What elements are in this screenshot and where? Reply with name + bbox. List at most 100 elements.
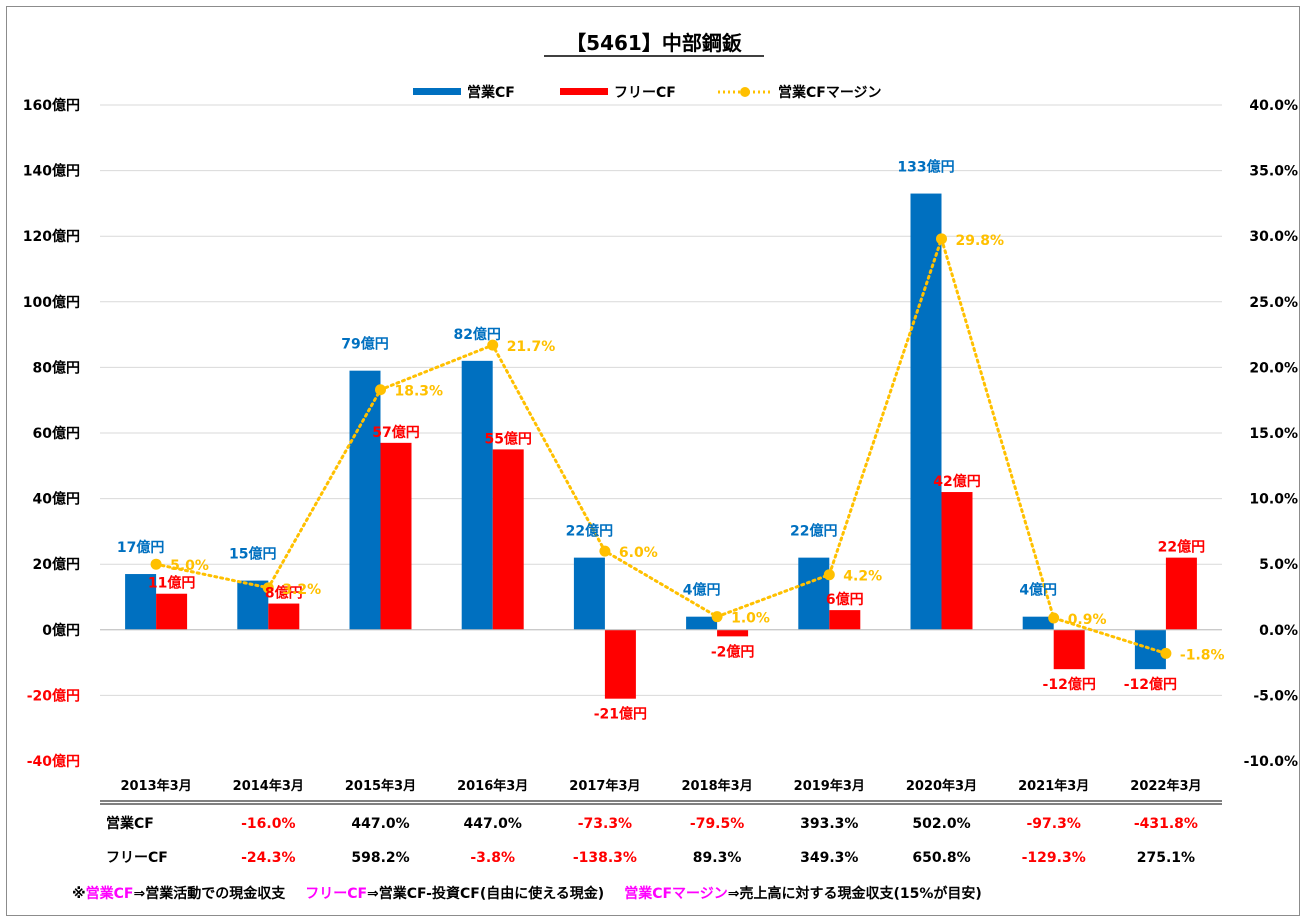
free-cf-data-label: 6億円 [826, 591, 864, 608]
y-left-tick-label: 60億円 [33, 425, 80, 442]
bar-series [100, 193, 1222, 699]
y-axis-left: 160億円 140億円 120億円 100億円 80億円 60億円 40億円 20億円 0億円 -… [23, 97, 80, 770]
op-cf-data-label: 79億円 [341, 336, 388, 353]
free-cf-data-label: 57億円 [372, 424, 419, 441]
y-right-tick-label: -5.0% [1253, 688, 1298, 704]
op-cf-data-label: 133億円 [897, 159, 954, 176]
margin-marker [823, 569, 835, 581]
legend-swatch-free-cf [560, 88, 608, 95]
margin-marker [1160, 647, 1172, 659]
op-cf-bar [573, 557, 605, 630]
free-cf-bar [604, 629, 636, 699]
y-left-tick-label: 80億円 [33, 359, 80, 376]
table-cell: 502.0% [912, 816, 970, 832]
y-right-tick-label: 20.0% [1249, 360, 1298, 376]
op-cf-data-label: 4億円 [683, 582, 721, 599]
legend-swatch-margin-marker [740, 87, 750, 97]
free-cf-bar [492, 449, 524, 630]
op-cf-bar [1022, 616, 1054, 630]
footnote-margin-desc: ⇒売上高に対する現金収支(15%が目安) [728, 885, 982, 902]
gridlines [100, 104, 1222, 696]
y-right-tick-label: 25.0% [1249, 295, 1298, 311]
free-cf-bar [268, 603, 300, 630]
category-label: 2014年3月 [233, 778, 304, 794]
table-cell: -129.3% [1022, 850, 1086, 866]
category-label: 2016年3月 [457, 778, 528, 794]
margin-data-label: 21.7% [507, 339, 556, 355]
margin-marker [150, 558, 162, 570]
y-left-tick-label: 120億円 [23, 228, 80, 245]
footnote-free-desc: ⇒営業CF-投資CF(自由に使える現金) [367, 885, 604, 902]
legend-label-op-cf: 営業CF [467, 84, 515, 101]
free-cf-data-label: 8億円 [265, 585, 303, 602]
category-label: 2021年3月 [1018, 778, 1089, 794]
free-cf-bar [1165, 557, 1197, 630]
x-axis-categories: 2013年3月 2014年3月 2015年3月 2016年3月 2017年3月 2018年… [120, 778, 1201, 794]
free-cf-bar [829, 610, 861, 630]
table-cell: 349.3% [800, 850, 858, 866]
op-cf-bar [1134, 629, 1166, 670]
y-right-tick-label: 30.0% [1249, 229, 1298, 245]
footnote-op-desc: ⇒営業活動での現金収支 [133, 885, 286, 902]
y-left-tick-label: -20億円 [27, 687, 80, 704]
margin-line-series [150, 233, 1172, 659]
free-cf-data-label: 42億円 [933, 473, 980, 490]
margin-line [154, 233, 1168, 655]
margin-data-label: 3.2% [282, 582, 321, 598]
op-cf-data-label: 22億円 [790, 523, 837, 540]
y-right-tick-label: 40.0% [1249, 98, 1298, 114]
chart-title: 【5461】中部鋼鈑 [566, 31, 742, 55]
table-cell: -138.3% [573, 850, 637, 866]
op-cf-data-label: 4億円 [1019, 582, 1057, 599]
category-label: 2020年3月 [906, 778, 977, 794]
op-cf-bar [461, 360, 493, 630]
table-cell: -431.8% [1134, 816, 1198, 832]
table-cell: -97.3% [1027, 816, 1081, 832]
margin-marker [487, 339, 499, 351]
margin-marker [599, 545, 611, 557]
table-cell: 447.0% [464, 816, 522, 832]
footnote-prefix: ※ [72, 886, 86, 902]
margin-data-label: 1.0% [731, 611, 770, 627]
margin-data-label: 0.9% [1068, 612, 1107, 628]
table-cell: -3.8% [470, 850, 515, 866]
category-label: 2015年3月 [345, 778, 416, 794]
y-axis-right: 40.0% 35.0% 30.0% 25.0% 20.0% 15.0% 10.0% 5.0% 0… [1244, 98, 1298, 770]
y-right-tick-label: 35.0% [1249, 164, 1298, 180]
legend: 営業CF フリーCF 営業CFマージン [413, 84, 882, 101]
category-label: 2019年3月 [794, 778, 865, 794]
margin-data-label: 4.2% [843, 569, 882, 585]
free-cf-bar [380, 442, 412, 630]
op-cf-data-label: 17億円 [117, 539, 164, 556]
free-cf-data-label: -12億円 [1043, 676, 1096, 693]
op-cf-bar [349, 370, 381, 630]
table-cell: -24.3% [241, 850, 295, 866]
y-left-tick-label: -40億円 [27, 753, 80, 770]
margin-marker [262, 582, 274, 594]
op-cf-data-label: 15億円 [229, 546, 276, 563]
y-left-tick-label: 0億円 [42, 622, 80, 639]
y-right-tick-label: 5.0% [1259, 557, 1298, 573]
y-left-tick-label: 40億円 [33, 491, 80, 508]
footnote-op-term: 営業CF [86, 885, 134, 902]
free-cf-data-label: -2億円 [711, 643, 755, 660]
margin-data-label: 5.0% [170, 558, 209, 574]
legend-label-margin: 営業CFマージン [778, 84, 882, 101]
table-row-label: フリーCF [106, 850, 168, 866]
margin-data-label: 29.8% [956, 233, 1005, 249]
y-left-tick-label: 140億円 [23, 163, 80, 180]
table-cell: 598.2% [351, 850, 409, 866]
table-cell: 275.1% [1137, 850, 1195, 866]
y-right-tick-label: 10.0% [1249, 492, 1298, 508]
y-right-tick-label: -10.0% [1244, 754, 1298, 770]
free-cf-bar [156, 593, 188, 630]
category-label: 2018年3月 [681, 778, 752, 794]
free-cf-data-label: 22億円 [1158, 539, 1205, 556]
category-label: 2022年3月 [1130, 778, 1201, 794]
free-cf-bar [717, 629, 749, 637]
margin-data-label: 18.3% [395, 384, 444, 400]
data-labels: 17億円 11億円 15億円 8億円 79億円 57億円 82億円 55億円 22億円 -21億円… [117, 159, 1225, 723]
free-cf-data-label: 55億円 [484, 430, 531, 447]
category-label: 2013年3月 [120, 778, 191, 794]
